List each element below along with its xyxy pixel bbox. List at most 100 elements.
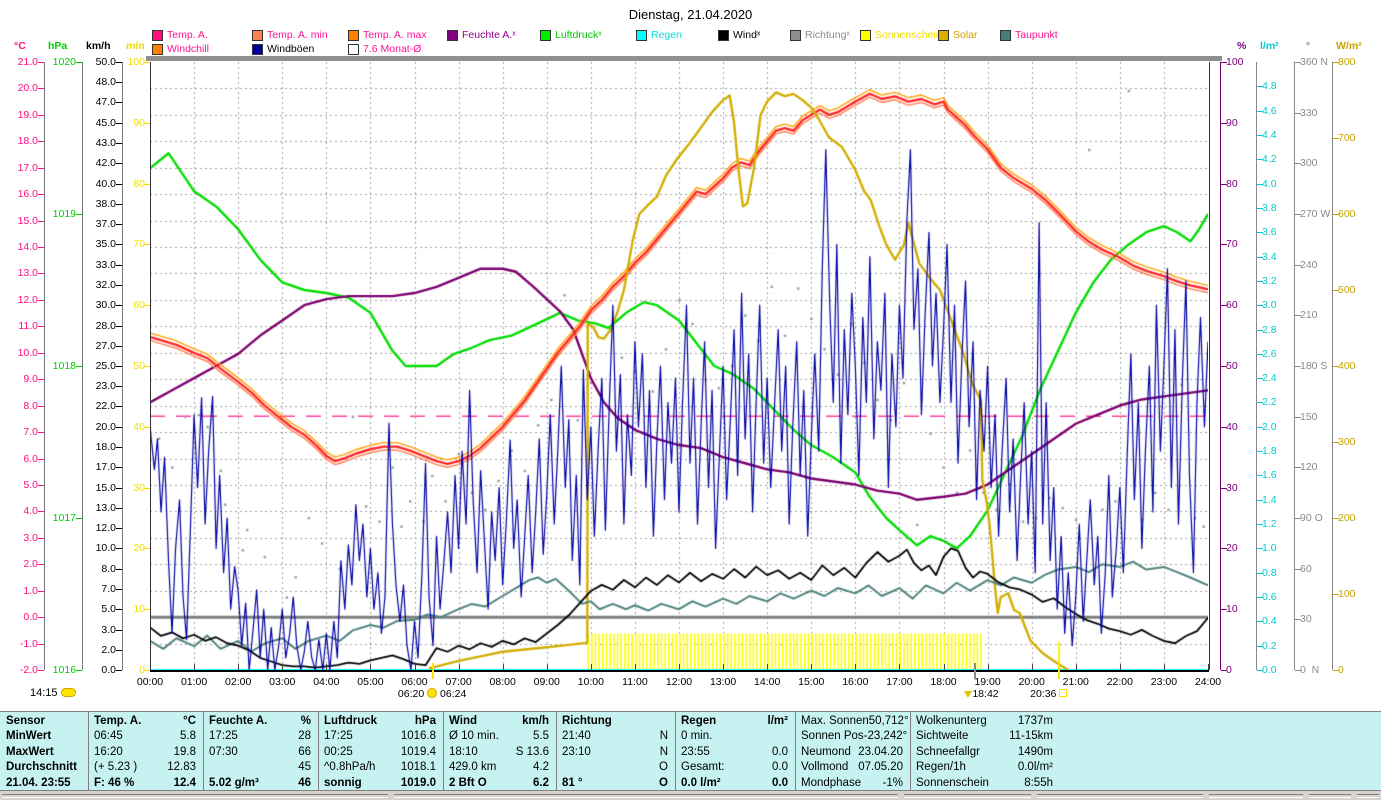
time-tick <box>282 664 284 670</box>
time-tick <box>899 664 901 670</box>
table-cell: 45 <box>203 761 318 776</box>
axis-label-dir: 60 <box>1300 562 1312 575</box>
table-cell: 0.0 l/m² 0.0 <box>675 777 795 792</box>
axis-tick-rain <box>1257 232 1263 234</box>
axis-label-hpa: 1016 <box>52 664 76 676</box>
axis-line-wind <box>122 62 123 670</box>
axis-label-min: 90 <box>133 116 145 129</box>
cell-label: (+ 5.23 ) <box>94 761 138 774</box>
axis-label-pct: 10 <box>1226 603 1238 616</box>
axis-tick-rain <box>1257 280 1263 282</box>
axis-tick-dir <box>1295 264 1301 266</box>
table-cell: 23:10 N <box>556 746 675 761</box>
axis-tick-wind <box>116 345 122 347</box>
axis-label-min: 20 <box>133 542 145 555</box>
axis-label-temp: 14.0 <box>17 241 38 254</box>
cell-value: 1019.4 <box>400 745 436 758</box>
axis-tick-temp <box>38 432 44 434</box>
axis-line-solar <box>1332 62 1333 670</box>
table-cell: Luftdruck hPa <box>318 715 443 730</box>
axis-line-dir <box>1294 62 1295 670</box>
axis-label-wind: 48.0 <box>95 76 116 89</box>
legend-item-windchill: Windchill <box>152 43 209 55</box>
time-tick <box>414 664 416 670</box>
legend-label: Windchill <box>167 43 210 55</box>
axis-label-wind: 22.0 <box>95 400 116 413</box>
table-separator <box>556 712 557 790</box>
axis-tick-solar <box>1333 518 1339 519</box>
axis-label-rain: 4.4 <box>1262 128 1277 141</box>
axis-label-rain: 0.6 <box>1262 591 1277 604</box>
axis-label-dir: 360 N <box>1300 56 1329 68</box>
cell-label: Vollmond <box>801 761 849 774</box>
axis-unit-lm: l/m² <box>1260 40 1279 52</box>
axis-tick-wind <box>116 183 122 185</box>
axis-label-temp: 13.0 <box>17 267 38 280</box>
cell-label: Neumond <box>801 745 851 758</box>
time-tick <box>502 664 504 670</box>
table-cell: Sonnenschein 8:55h <box>910 777 1060 792</box>
time-label-0700: 07:00 <box>445 676 472 688</box>
time-tick <box>546 664 548 670</box>
axis-label-temp: 2.0 <box>23 558 38 571</box>
time-label-0800: 08:00 <box>489 676 516 688</box>
cell-label: Wind <box>449 715 477 727</box>
cell-label: Max. Sonnen <box>801 715 869 727</box>
axis-label-rain: 3.0 <box>1262 299 1277 312</box>
axis-tick-dir <box>1295 467 1301 469</box>
legend-label: Sonnenschein <box>875 29 942 41</box>
cell-value: 07.05.20 <box>858 761 903 774</box>
table-cell: Durchschnitt <box>0 761 88 776</box>
legend-swatch <box>718 29 729 41</box>
axis-label-wind: 2.0 <box>101 643 116 656</box>
table-cell: Gesamt: 0.0 <box>675 761 795 776</box>
time-tick <box>634 664 636 670</box>
axis-label-temp: 8.0 <box>23 399 38 412</box>
table-cell: 17:25 28 <box>203 730 318 745</box>
axis-tick-rain <box>1257 621 1263 623</box>
time-tick <box>1208 664 1209 670</box>
cell-label: Gesamt: <box>681 761 725 774</box>
axis-label-temp: 17.0 <box>17 161 38 174</box>
axis-tick-pct <box>1221 487 1227 489</box>
axis-tick-wind <box>116 609 122 611</box>
marker-label-sunrise: 06:20 06:24 <box>397 688 467 700</box>
axis-line-rain <box>1256 62 1257 670</box>
legend-swatch <box>790 29 801 41</box>
axis-tick-temp <box>38 247 44 249</box>
table-column-temp-a-: Temp. A. °C 06:45 5.8 16:20 19.8 (+ 5.23 ) 12.8… <box>88 712 203 790</box>
cell-value: km/h <box>522 715 549 727</box>
legend-swatch <box>636 29 647 41</box>
axis-tick-pct <box>1221 122 1227 124</box>
axis-tick-wind <box>116 670 122 671</box>
axis-label-dir: 330 <box>1300 106 1318 119</box>
axis-tick-wind <box>116 102 122 104</box>
legend-label: Temp. A. <box>167 29 208 41</box>
status-segment <box>2 794 388 798</box>
time-label-1700: 17:00 <box>886 676 913 688</box>
cell-label: Sonnenschein <box>916 776 989 789</box>
axis-tick-wind <box>116 264 122 266</box>
axis-unit-°: ° <box>1306 40 1311 52</box>
axis-label-temp: 21.0 <box>17 56 38 68</box>
cell-value: 12.4 <box>173 776 196 789</box>
time-label-1600: 16:00 <box>842 676 869 688</box>
legend-swatch <box>540 29 551 41</box>
cell-value: O <box>659 776 668 789</box>
axis-tick-min <box>144 670 150 671</box>
axis-tick-min <box>144 366 150 367</box>
axis-tick-rain <box>1257 207 1263 209</box>
time-label-1000: 10:00 <box>577 676 604 688</box>
cell-value: 8:55h <box>1024 776 1053 789</box>
axis-label-rain: 2.8 <box>1262 323 1277 336</box>
axis-line-pct <box>1220 62 1221 670</box>
axis-tick-wind <box>116 244 122 246</box>
time-tick <box>194 664 196 670</box>
axis-label-wind: 30.0 <box>95 299 116 312</box>
axis-label-rain: 1.4 <box>1262 493 1277 506</box>
legend-swatch <box>348 29 359 41</box>
table-cell: 5.02 g/m³ 46 <box>203 777 318 792</box>
axis-label-wind: 5.0 <box>101 603 116 616</box>
cell-label: 00:25 <box>324 745 353 758</box>
axis-label-wind: 20.0 <box>95 420 116 433</box>
